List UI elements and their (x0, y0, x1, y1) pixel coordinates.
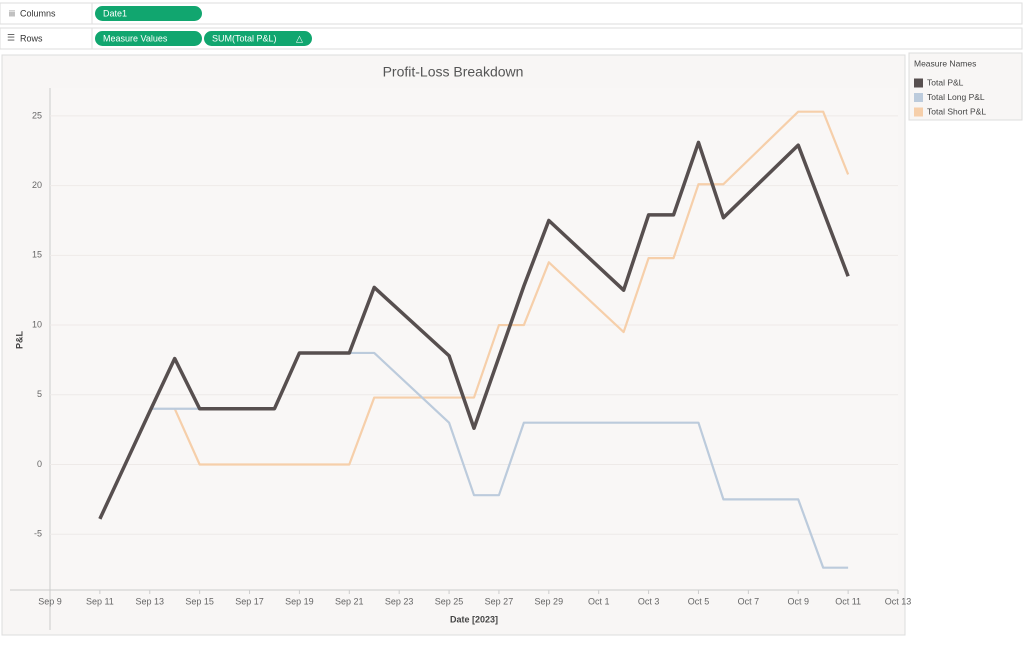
shelf-label: Rows (20, 33, 43, 43)
x-tick-label: Oct 1 (588, 596, 610, 606)
x-tick-label: Sep 23 (385, 596, 414, 606)
x-tick-label: Sep 17 (235, 596, 264, 606)
y-axis-title: P&L (14, 330, 24, 349)
legend-title: Measure Names (914, 58, 976, 68)
y-tick-label: 25 (32, 110, 42, 120)
x-tick-label: Oct 7 (738, 596, 760, 606)
y-tick-label: 0 (37, 459, 42, 469)
legend-swatch (914, 107, 923, 117)
pill[interactable] (95, 6, 202, 21)
x-tick-label: Sep 21 (335, 596, 364, 606)
x-tick-label: Oct 5 (688, 596, 710, 606)
x-tick-label: Sep 27 (485, 596, 514, 606)
pill[interactable] (204, 31, 312, 46)
legend-swatch (914, 78, 923, 88)
chart-title: Profit-Loss Breakdown (383, 64, 524, 80)
x-tick-label: Sep 9 (38, 596, 62, 606)
x-axis-title: Date [2023] (450, 614, 498, 624)
series-line (98, 140, 850, 520)
shelf-label: Columns (20, 8, 56, 18)
x-tick-label: Sep 29 (535, 596, 564, 606)
series-line (173, 110, 850, 466)
y-tick-label: -5 (34, 529, 42, 539)
x-tick-label: Sep 25 (435, 596, 464, 606)
columns-shelf (0, 2, 1023, 25)
plot: -5 0 5 10 15 20 25 Sep 9 Sep 11 Sep 13 Sep 15 Sep 1… (32, 110, 911, 606)
y-tick-label: 10 (32, 319, 42, 329)
x-tick-label: Sep 15 (185, 596, 214, 606)
x-tick-label: Oct 9 (787, 596, 809, 606)
x-tick-label: Oct 3 (638, 596, 660, 606)
x-tick-label: Oct 11 (835, 596, 861, 606)
y-tick-label: 15 (32, 250, 42, 260)
legend-swatch (914, 93, 923, 102)
x-tick-label: Sep 13 (135, 596, 164, 606)
legend (908, 52, 1023, 121)
pill[interactable] (95, 31, 202, 46)
pill-text[interactable]: Measure Values (103, 33, 168, 43)
x-tick-label: Sep 11 (86, 596, 114, 606)
plot-area (50, 88, 898, 590)
legend-label: Total Short P&L (927, 106, 986, 116)
x-tick-label: Oct 13 (885, 596, 912, 606)
shelf-icon: ☰ (7, 32, 15, 42)
pill-text[interactable]: Date1 (103, 8, 127, 18)
y-tick-label: 20 (32, 180, 42, 190)
y-tick-label: 5 (37, 389, 42, 399)
legend-label: Total Long P&L (927, 92, 985, 102)
x-tick-label: Sep 19 (285, 596, 314, 606)
shelf-icon: iii (9, 8, 15, 18)
delta-icon[interactable]: △ (296, 33, 303, 43)
legend-label: Total P&L (927, 77, 964, 87)
pill-text[interactable]: SUM(Total P&L) (212, 33, 277, 43)
